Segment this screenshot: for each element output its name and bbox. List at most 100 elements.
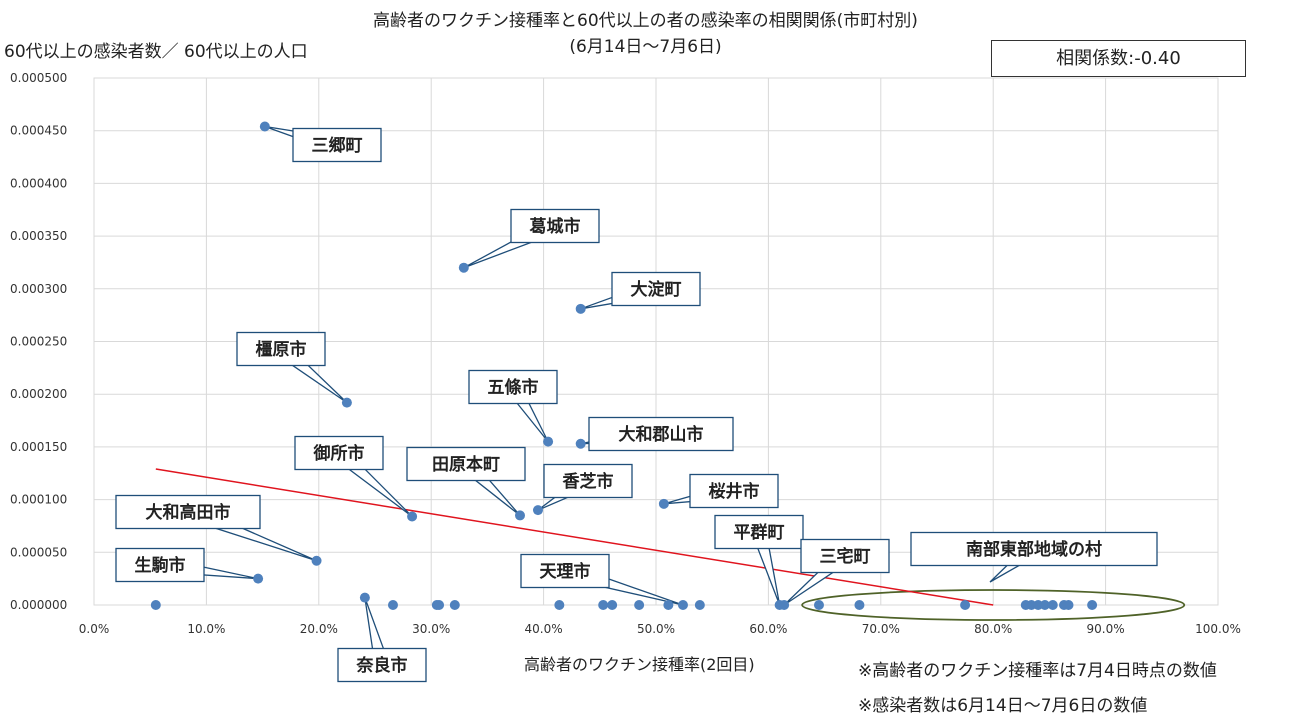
callout-fill [238,333,324,365]
x-tick-label: 0.0% [79,622,110,636]
note-vaccination-date: ※高齢者のワクチン接種率は7月4日時点の数値 [858,661,1217,681]
data-point [458,262,469,273]
y-tick-label: 0.000050 [10,545,67,559]
data-point [677,600,688,610]
data-point [663,600,674,610]
point-label: 生駒市 [135,555,186,576]
callout-label: 大和郡山市 [580,416,734,452]
callout-label: 橿原市 [236,331,348,404]
point-label: 橿原市 [256,339,307,360]
data-point [387,600,398,610]
callout-fill [339,649,425,681]
data-point [634,600,645,610]
callout-label: 南部東部地域の村 [910,531,1158,583]
point-label: 平群町 [734,522,785,543]
data-point [1047,600,1058,610]
y-tick-label: 0.000500 [10,71,67,85]
point-label: 三宅町 [820,546,871,567]
x-tick-label: 50.0% [637,622,675,636]
callout-label: 田原本町 [406,446,526,516]
data-point [514,510,525,521]
data-point [434,600,445,610]
data-point [575,303,586,314]
data-point [311,555,322,566]
point-label: 大和高田市 [146,502,231,523]
point-label: 五條市 [488,377,539,398]
y-tick-label: 0.000000 [10,598,67,612]
x-tick-label: 40.0% [525,622,563,636]
callout-fill [691,475,777,507]
y-tick-label: 0.000150 [10,440,67,454]
point-label: 三郷町 [312,135,363,156]
callout-label: 奈良市 [337,597,427,683]
data-point [407,511,418,522]
callout-label: 桜井市 [663,473,779,509]
y-axis-label: 60代以上の感染者数／ 60代以上の人口 [4,42,308,62]
callout-label: 葛城市 [463,208,600,269]
callout-fill [802,540,888,572]
callout-label: 五條市 [468,369,558,443]
data-point [543,436,554,447]
callout-fill [117,549,203,581]
x-tick-label: 90.0% [1087,622,1125,636]
x-tick-label: 70.0% [862,622,900,636]
point-label: 桜井市 [709,481,760,502]
data-point [359,592,370,603]
point-label: 香芝市 [563,471,614,492]
point-label: 天理市 [540,561,591,582]
data-point [854,600,865,610]
y-tick-label: 0.000200 [10,387,67,401]
y-tick-label: 0.000350 [10,229,67,243]
data-point [341,397,352,408]
callout-fill [408,448,524,480]
data-point [532,505,543,516]
data-point [1039,600,1050,610]
point-label: 葛城市 [529,216,581,237]
callout-fill [522,555,608,587]
data-point [960,600,971,610]
data-point [150,600,161,610]
trend-line [155,468,994,606]
x-tick-label: 10.0% [187,622,225,636]
data-point [607,600,618,610]
callout-fill [545,465,631,497]
y-tick-label: 0.000100 [10,493,67,507]
chart-subtitle: (6月14日～7月6日) [569,37,722,57]
y-tick-label: 0.000250 [10,335,67,349]
callout-label: 平群町 [714,514,804,606]
x-tick-label: 20.0% [300,622,338,636]
y-tick-label: 0.000400 [10,176,67,190]
data-point [449,600,460,610]
callout-label: 大淀町 [580,271,701,310]
callout-fill [294,129,380,161]
x-tick-label: 80.0% [974,622,1012,636]
point-label: 大淀町 [631,279,682,300]
x-axis-label: 高齢者のワクチン接種率(2回目) [524,655,755,674]
data-point [779,600,790,610]
callout-label: 大和高田市 [115,494,317,562]
callout-fill [117,496,259,528]
callout-fill [296,437,382,469]
callout-fill [716,516,802,548]
data-point [813,600,824,610]
data-point [575,438,586,449]
callout-label: 三郷町 [264,125,382,163]
callout-label: 三宅町 [783,538,890,606]
data-point [554,600,565,610]
correlation-box: 相関係数:-0.40 [991,40,1246,77]
point-label: 御所市 [313,443,365,464]
x-tick-label: 100.0% [1195,622,1241,636]
data-point [1087,600,1098,610]
callout-label: 香芝市 [537,463,633,511]
chart-title: 高齢者のワクチン接種率と60代以上の者の感染率の相関関係(市町村別) [373,11,918,31]
y-tick-label: 0.000300 [10,282,67,296]
data-point [259,121,270,132]
callout-label: 御所市 [294,435,413,517]
data-point [694,600,705,610]
note-infection-period: ※感染者数は6月14日～7月6日の数値 [858,696,1148,716]
callout-label: 生駒市 [115,547,259,583]
data-point [253,573,264,584]
group-ellipse [801,589,1186,621]
point-label: 大和郡山市 [619,424,704,445]
